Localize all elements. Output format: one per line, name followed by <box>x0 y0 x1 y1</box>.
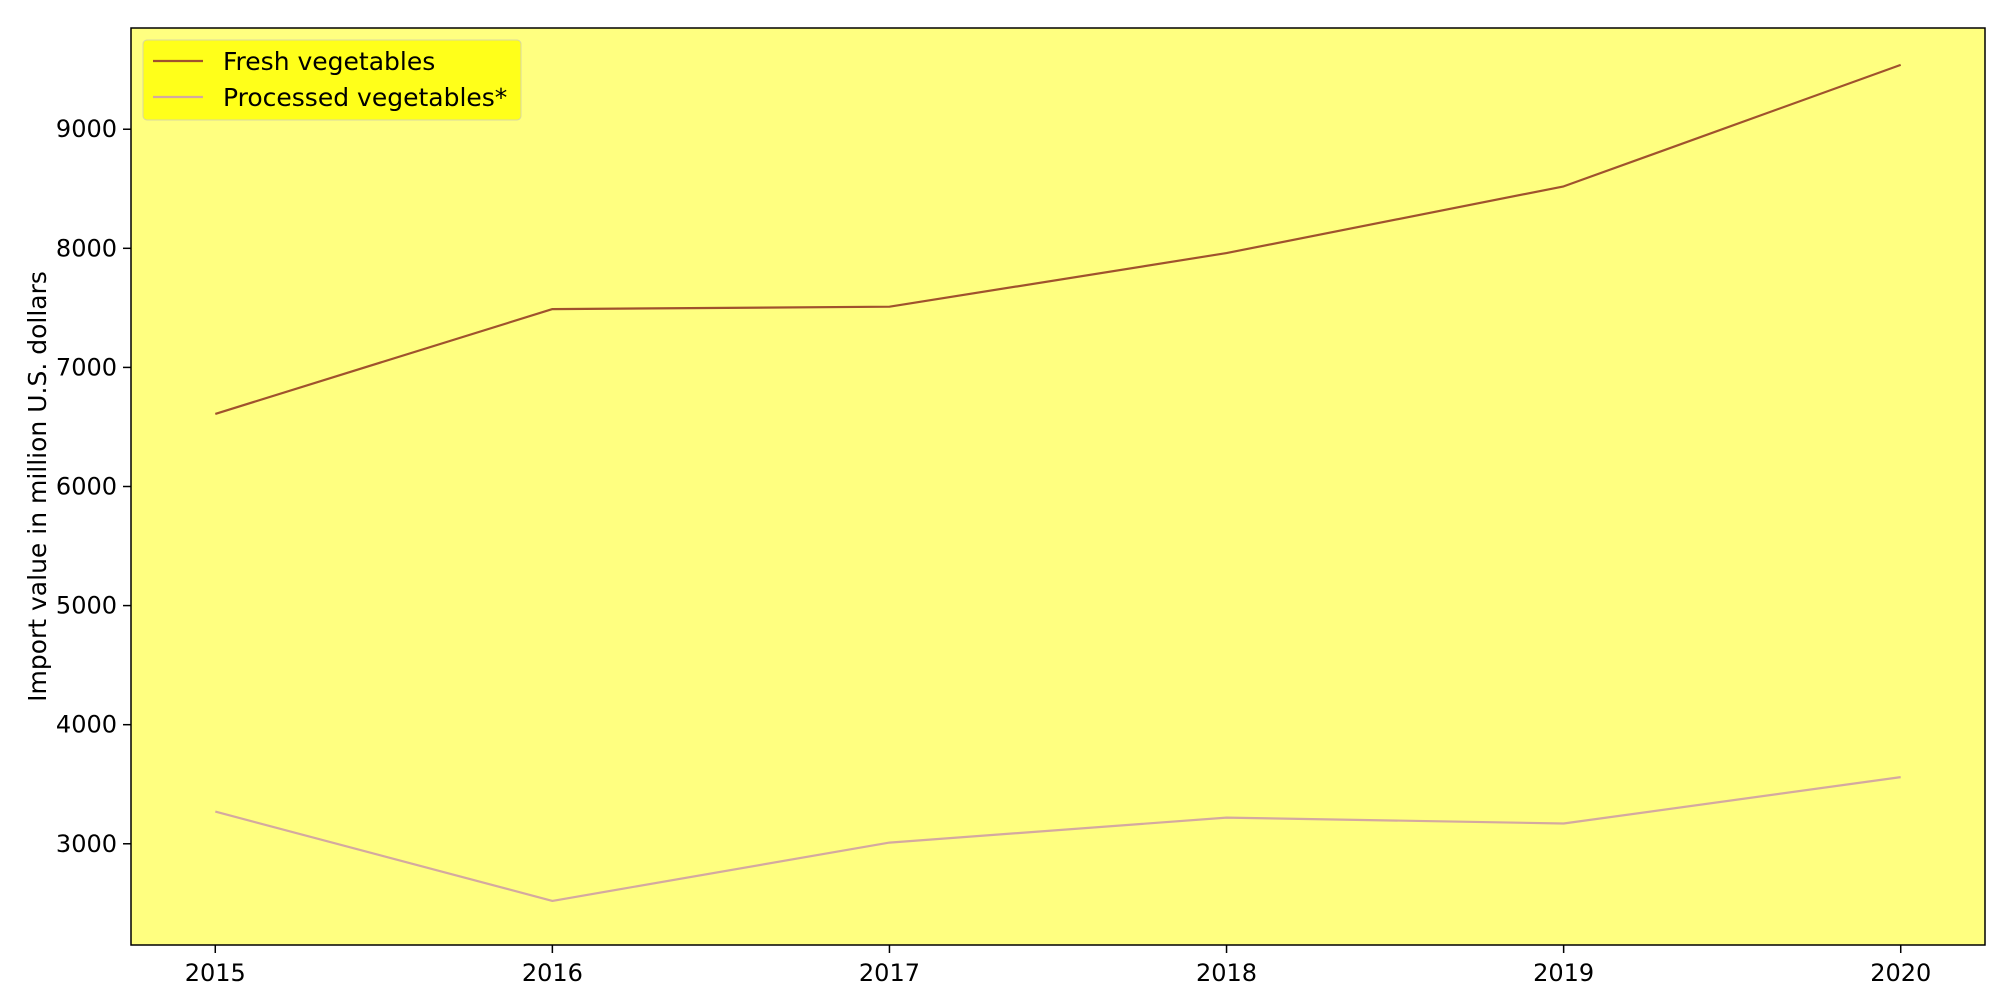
y-tick-label: 4000 <box>56 711 117 739</box>
plot-area <box>131 28 1985 945</box>
legend-label: Fresh vegetables <box>223 47 435 76</box>
x-tick-label: 2017 <box>859 959 920 987</box>
series-layer <box>214 63 1902 903</box>
x-axis: 2015 2016 2017 2018 2019 2020 <box>185 945 1931 987</box>
legend: Fresh vegetables Processed vegetables* <box>142 39 522 121</box>
y-tick-label: 7000 <box>56 353 117 381</box>
x-tick-label: 2020 <box>1870 959 1931 987</box>
y-tick-label: 8000 <box>56 234 117 262</box>
series-line-2 <box>215 776 1901 903</box>
y-axis: 3000 4000 5000 6000 7000 8000 9000 <box>56 115 131 858</box>
legend-box <box>142 39 522 121</box>
series-line-1 <box>214 63 1902 415</box>
x-tick-label: 2019 <box>1533 959 1594 987</box>
y-tick-label: 5000 <box>56 592 117 620</box>
y-tick-label: 6000 <box>56 473 117 501</box>
legend-label: Processed vegetables* <box>223 83 507 112</box>
x-tick-label: 2018 <box>1196 959 1257 987</box>
y-tick-label: 3000 <box>56 830 117 858</box>
y-axis-label: Import value in million U.S. dollars <box>23 271 52 702</box>
x-tick-label: 2015 <box>185 959 246 987</box>
y-tick-label: 9000 <box>56 115 117 143</box>
x-tick-label: 2016 <box>522 959 583 987</box>
